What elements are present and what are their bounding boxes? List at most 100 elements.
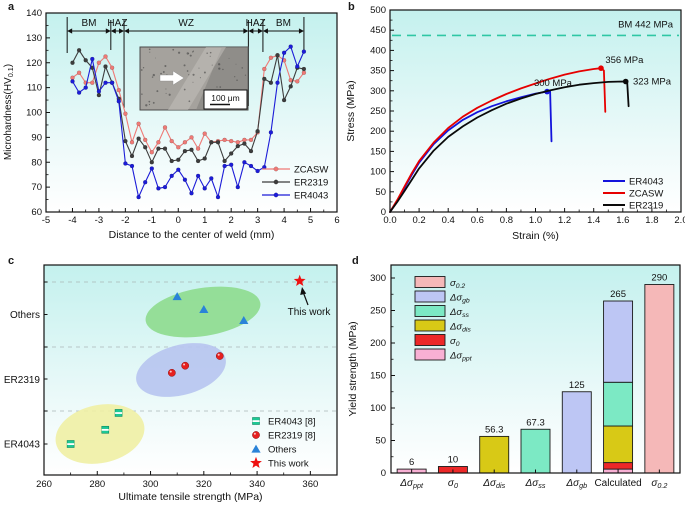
x-tick-label: -3	[95, 215, 103, 226]
micrograph-inset: 100 μm	[139, 46, 249, 111]
y-tick-label: 200	[370, 338, 386, 349]
points-triangle	[172, 292, 249, 325]
stack-segment	[603, 425, 634, 464]
bar-value-label: 125	[569, 380, 585, 391]
x-tick-label: 2	[229, 215, 234, 226]
y-tick-label: 50	[375, 187, 386, 198]
x-tick-label: 6	[334, 215, 339, 226]
this-work-annotation: This work	[288, 287, 332, 318]
x-tick-label: 320	[196, 479, 212, 490]
curve-er2319	[389, 78, 630, 213]
legend-label: ZCASW	[294, 165, 328, 176]
axes-frame	[43, 264, 338, 476]
zone-label: BM	[276, 18, 291, 29]
legend: σ0.2 Δσgb Δσss Δσdis σ0 Δσppt	[414, 276, 473, 363]
x-tick-label: -2	[121, 215, 129, 226]
inset-scalebar-label: 100 μm	[211, 93, 240, 103]
y-tick-label: 100	[370, 167, 386, 178]
legend-label: ZCASW	[629, 189, 663, 200]
bar-value-label: 10	[448, 455, 459, 466]
legend-label: Δσppt	[449, 351, 473, 363]
row-label: ER4043	[4, 440, 41, 451]
row-label: Others	[10, 310, 40, 321]
y-tick-label: 70	[31, 182, 42, 193]
bar	[479, 435, 510, 474]
y-tick-label: 0	[381, 207, 386, 218]
bar	[561, 391, 592, 474]
x-tick-label: 1.4	[587, 215, 600, 226]
x-tick-label: 340	[249, 479, 265, 490]
legend-label: ER4043 [8]	[268, 417, 316, 428]
panel-letter-b: b	[348, 1, 355, 13]
legend-label: ER4043	[629, 177, 663, 188]
x-tick-label: 0.2	[412, 215, 425, 226]
bar-category-label: Calculated	[594, 478, 641, 489]
y-tick-label: 90	[31, 132, 42, 143]
x-tick-label: 4	[281, 215, 286, 226]
bar-category-label: Δσgb	[565, 478, 587, 490]
stress-strain-chart: BM 442 MPa 300 MPa 356 MPa 323 MPa ER4043ZCA…	[345, 5, 685, 242]
bar	[520, 428, 551, 474]
y-tick-label: 250	[370, 306, 386, 317]
y-tick-label: 200	[370, 126, 386, 137]
panel-c: c This work ER4043 [8] ER2319 [8] Others Thi…	[0, 253, 342, 506]
bars: 6 Δσppt 10 σ0 56.3 Δσdis 67.3 Δσss 125 Δσgb 265 Cal…	[396, 273, 675, 490]
y-tick-label: 350	[370, 66, 386, 77]
y-tick-label: 100	[370, 403, 386, 414]
legend-label: Δσdis	[449, 322, 471, 334]
bar-category-label: σ0.2	[651, 478, 667, 490]
inset-arrow-icon	[159, 70, 185, 86]
zone-label: BM	[81, 18, 96, 29]
bar-value-label: 6	[409, 457, 414, 468]
x-tick-label: 260	[36, 479, 52, 490]
y-tick-label: 150	[370, 146, 386, 157]
y-tick-label: 140	[26, 8, 42, 19]
points-star	[293, 274, 306, 286]
axis-ticks: -5 -4 -3 -2 -1 0 1 2 3 4 5 6 60 70 80 90 100 110 120 130 140	[26, 8, 340, 226]
x-tick-label: 1	[202, 215, 207, 226]
x-tick-label: 280	[89, 479, 105, 490]
x-tick-label: 0.6	[471, 215, 484, 226]
y-tick-label: 110	[27, 83, 42, 94]
bar-category-label: σ0	[448, 478, 458, 490]
legend-label: σ0.2	[450, 278, 465, 290]
y-tick-label: 400	[370, 45, 386, 56]
y-tick-label: 120	[26, 58, 42, 69]
annotation-text: This work	[288, 307, 332, 318]
y-tick-label: 130	[26, 33, 42, 44]
x-axis-label: Ultimate tensile strength (MPa)	[118, 491, 262, 503]
curve-annotation: 356 MPa	[605, 55, 644, 66]
y-tick-label: 0	[381, 468, 386, 479]
y-tick-label: 50	[375, 436, 386, 447]
x-tick-label: 0	[176, 215, 181, 226]
annotations: 300 MPa 356 MPa 323 MPa	[534, 55, 672, 89]
panel-d: d 6 Δσppt 10 σ0 56.3 Δσdis 67.3 Δσss 125 Δσgb 265 C…	[342, 253, 685, 506]
y-tick-label: 450	[370, 25, 386, 36]
x-axis-label: Strain (%)	[512, 230, 559, 242]
bar-category-label: Δσppt	[399, 478, 424, 490]
zone-label: HAZ	[246, 18, 266, 29]
yield-strength-bar-chart: 6 Δσppt 10 σ0 56.3 Δσdis 67.3 Δσss 125 Δσgb 265 Cal…	[347, 264, 681, 490]
points-square	[66, 409, 123, 448]
bar-category-label: Δσss	[525, 478, 546, 490]
y-axis-label: Microhardness(HV0.1)	[3, 64, 15, 160]
panel-a: a BM HAZ WZ HAZ BM 100 μm ZCASW ER2319 ER4043 -5-…	[0, 0, 342, 253]
zone-label: HAZ	[107, 18, 127, 29]
x-axis-label: Distance to the center of weld (mm)	[109, 229, 275, 241]
y-tick-label: 60	[31, 207, 42, 218]
legend: ER4043 [8] ER2319 [8] Others This work	[250, 417, 316, 470]
series-er4043	[70, 44, 307, 200]
legend-label: ER2319	[294, 178, 328, 189]
x-tick-label: 0.8	[500, 215, 513, 226]
x-tick-label: 0.0	[383, 215, 396, 226]
x-tick-label: -5	[42, 215, 50, 226]
axis-ticks: 260 280 300 320 340 360	[36, 281, 318, 490]
bar-value-label: 265	[610, 289, 626, 300]
y-tick-label: 250	[370, 106, 386, 117]
x-tick-label: 360	[302, 479, 318, 490]
legend-label: Others	[268, 445, 297, 456]
x-tick-label: 1.0	[529, 215, 542, 226]
